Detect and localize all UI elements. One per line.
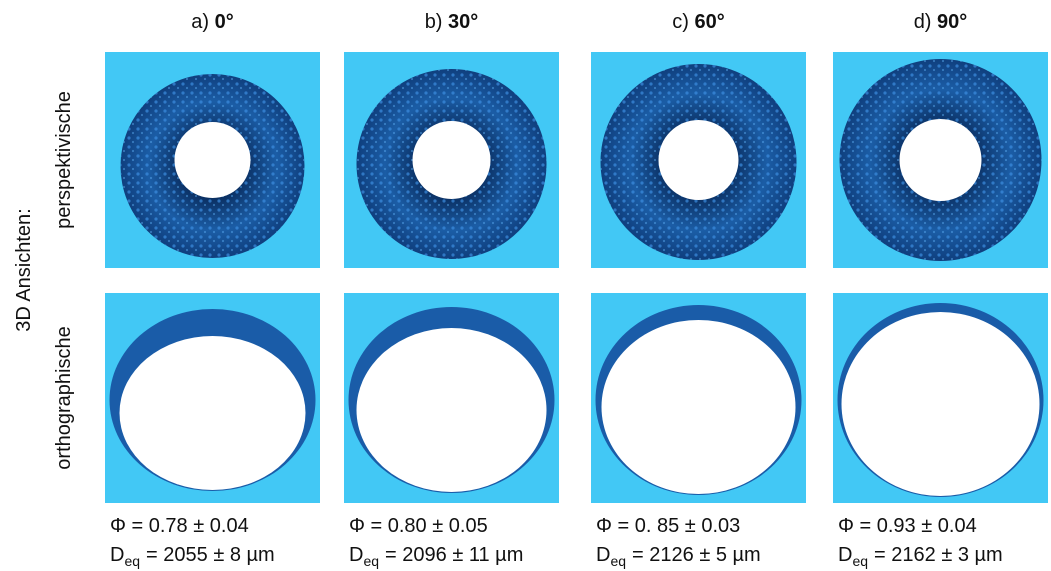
equivalent-diameter: Deq = 2162 ± 3 µm: [838, 544, 1003, 569]
perspective-view: [344, 52, 559, 268]
column-angle: 0°: [215, 11, 234, 33]
perspective-view: [833, 52, 1048, 268]
row-label: orthographische: [53, 326, 75, 469]
ring-hole: [120, 336, 306, 490]
row-group-label: 3D Ansichten:: [13, 208, 35, 331]
column-letter: d): [914, 11, 932, 33]
column-angle: 60°: [694, 11, 724, 33]
column-letter: c): [672, 11, 689, 33]
deq-subscript: eq: [610, 553, 626, 569]
column-heading: b) 30°: [425, 11, 479, 33]
sphericity: Φ = 0.78 ± 0.04: [110, 515, 249, 537]
equivalent-diameter: Deq = 2096 ± 11 µm: [349, 544, 523, 569]
deq-subscript: eq: [124, 553, 140, 569]
figure: 3D Ansichten: perspektivische orthograph…: [0, 0, 1051, 571]
sphericity: Φ = 0.80 ± 0.05: [349, 515, 488, 537]
column-letter: b): [425, 11, 443, 33]
equivalent-diameter: Deq = 2126 ± 5 µm: [596, 544, 761, 569]
sphericity: Φ = 0. 85 ± 0.03: [596, 515, 740, 537]
deq-value: = 2126 ± 5 µm: [632, 544, 761, 566]
ring-hole: [659, 120, 739, 200]
row-label: perspektivische: [53, 91, 75, 229]
ring-hole: [357, 328, 547, 492]
column-letter: a): [191, 11, 209, 33]
perspective-view: [105, 52, 320, 268]
equivalent-diameter: Deq = 2055 ± 8 µm: [110, 544, 275, 569]
orthographic-view: [105, 293, 320, 503]
orthographic-view: [344, 293, 559, 503]
perspective-view: [591, 52, 806, 268]
deq-value: = 2162 ± 3 µm: [874, 544, 1003, 566]
column-angle: 90°: [937, 11, 967, 33]
orthographic-view: [833, 293, 1048, 503]
deq-symbol: D: [596, 544, 610, 566]
orthographic-view: [591, 293, 806, 503]
ring-hole: [413, 121, 491, 199]
column-heading: a) 0°: [191, 11, 233, 33]
ring-hole: [602, 320, 796, 494]
deq-subscript: eq: [852, 553, 868, 569]
deq-value: = 2055 ± 8 µm: [146, 544, 275, 566]
deq-value: = 2096 ± 11 µm: [385, 544, 523, 566]
column-heading: c) 60°: [672, 11, 724, 33]
deq-subscript: eq: [363, 553, 379, 569]
ring-hole: [900, 119, 982, 201]
deq-symbol: D: [838, 544, 852, 566]
ring-hole: [842, 312, 1040, 496]
sphericity: Φ = 0.93 ± 0.04: [838, 515, 977, 537]
deq-symbol: D: [110, 544, 124, 566]
column-angle: 30°: [448, 11, 478, 33]
deq-symbol: D: [349, 544, 363, 566]
column-heading: d) 90°: [914, 11, 968, 33]
ring-hole: [175, 122, 251, 198]
